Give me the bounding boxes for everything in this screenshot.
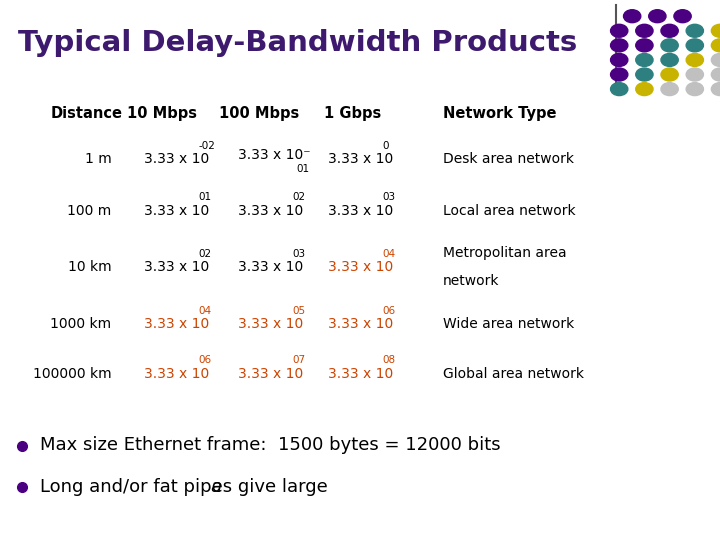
Circle shape — [611, 68, 628, 81]
Text: network: network — [443, 274, 499, 288]
Text: 3.33 x 10: 3.33 x 10 — [238, 204, 303, 218]
Text: Metropolitan area: Metropolitan area — [443, 246, 567, 260]
Text: 10 km: 10 km — [68, 260, 112, 274]
Text: 3.33 x 10: 3.33 x 10 — [328, 367, 393, 381]
Text: 02: 02 — [292, 192, 305, 202]
Circle shape — [711, 24, 720, 37]
Text: 03: 03 — [292, 249, 305, 259]
Text: 3.33 x 10: 3.33 x 10 — [144, 152, 210, 166]
Circle shape — [661, 83, 678, 96]
Circle shape — [661, 68, 678, 81]
Circle shape — [711, 39, 720, 52]
Circle shape — [611, 83, 628, 96]
Text: 10 Mbps: 10 Mbps — [127, 106, 197, 121]
Text: 01: 01 — [199, 192, 212, 202]
Circle shape — [686, 53, 703, 66]
Circle shape — [686, 39, 703, 52]
Text: Desk area network: Desk area network — [443, 152, 574, 166]
Text: 03: 03 — [382, 192, 395, 202]
Text: 3.33 x 10: 3.33 x 10 — [328, 317, 393, 331]
Text: Long and/or fat pipes give large: Long and/or fat pipes give large — [40, 478, 333, 496]
Circle shape — [686, 24, 703, 37]
Text: 3.33 x 10: 3.33 x 10 — [328, 204, 393, 218]
Text: Max size Ethernet frame:  1500 bytes = 12000 bits: Max size Ethernet frame: 1500 bytes = 12… — [40, 436, 500, 455]
Circle shape — [711, 83, 720, 96]
Text: 3.33 x 10: 3.33 x 10 — [144, 367, 210, 381]
Text: 1 m: 1 m — [85, 152, 112, 166]
Text: 1000 km: 1000 km — [50, 317, 112, 331]
Text: Local area network: Local area network — [443, 204, 575, 218]
Text: a: a — [211, 478, 222, 496]
Text: 02: 02 — [199, 249, 212, 259]
Text: 3.33 x 10: 3.33 x 10 — [238, 260, 303, 274]
Text: Network Type: Network Type — [443, 106, 557, 121]
Circle shape — [649, 10, 666, 23]
Circle shape — [661, 24, 678, 37]
Text: 3.33 x 10: 3.33 x 10 — [238, 367, 303, 381]
Text: 08: 08 — [382, 355, 395, 365]
Text: 3.33 x 10: 3.33 x 10 — [144, 260, 210, 274]
Circle shape — [674, 10, 691, 23]
Circle shape — [611, 53, 628, 66]
Text: 3.33 x 10: 3.33 x 10 — [144, 317, 210, 331]
Text: 3.33 x 10: 3.33 x 10 — [144, 204, 210, 218]
Text: 1 Gbps: 1 Gbps — [324, 106, 382, 121]
Text: 04: 04 — [199, 306, 212, 315]
Text: 04: 04 — [382, 249, 395, 259]
Text: 07: 07 — [292, 355, 305, 365]
Text: -02: -02 — [199, 141, 215, 151]
Circle shape — [636, 24, 653, 37]
Circle shape — [686, 68, 703, 81]
Circle shape — [611, 24, 628, 37]
Text: 3.33 x 10: 3.33 x 10 — [238, 317, 303, 331]
Circle shape — [636, 68, 653, 81]
Text: Wide area network: Wide area network — [443, 317, 574, 331]
Text: 01: 01 — [296, 164, 309, 174]
Circle shape — [711, 53, 720, 66]
Text: Typical Delay-Bandwidth Products: Typical Delay-Bandwidth Products — [18, 29, 577, 57]
Text: 3.33 x 10⁻: 3.33 x 10⁻ — [238, 148, 310, 162]
Text: 3.33 x 10: 3.33 x 10 — [328, 152, 393, 166]
Text: 06: 06 — [199, 355, 212, 365]
Text: 3.33 x 10: 3.33 x 10 — [328, 260, 393, 274]
Text: 0: 0 — [382, 141, 389, 151]
Circle shape — [711, 68, 720, 81]
Text: Global area network: Global area network — [443, 367, 584, 381]
Text: 100000 km: 100000 km — [33, 367, 112, 381]
Text: 100 Mbps: 100 Mbps — [219, 106, 300, 121]
Circle shape — [611, 39, 628, 52]
Circle shape — [636, 39, 653, 52]
Text: 06: 06 — [382, 306, 395, 315]
Circle shape — [624, 10, 641, 23]
Text: Distance: Distance — [50, 106, 122, 121]
Circle shape — [661, 39, 678, 52]
Circle shape — [661, 53, 678, 66]
Text: 05: 05 — [292, 306, 305, 315]
Text: 100 m: 100 m — [68, 204, 112, 218]
Circle shape — [686, 83, 703, 96]
Circle shape — [636, 83, 653, 96]
Circle shape — [636, 53, 653, 66]
